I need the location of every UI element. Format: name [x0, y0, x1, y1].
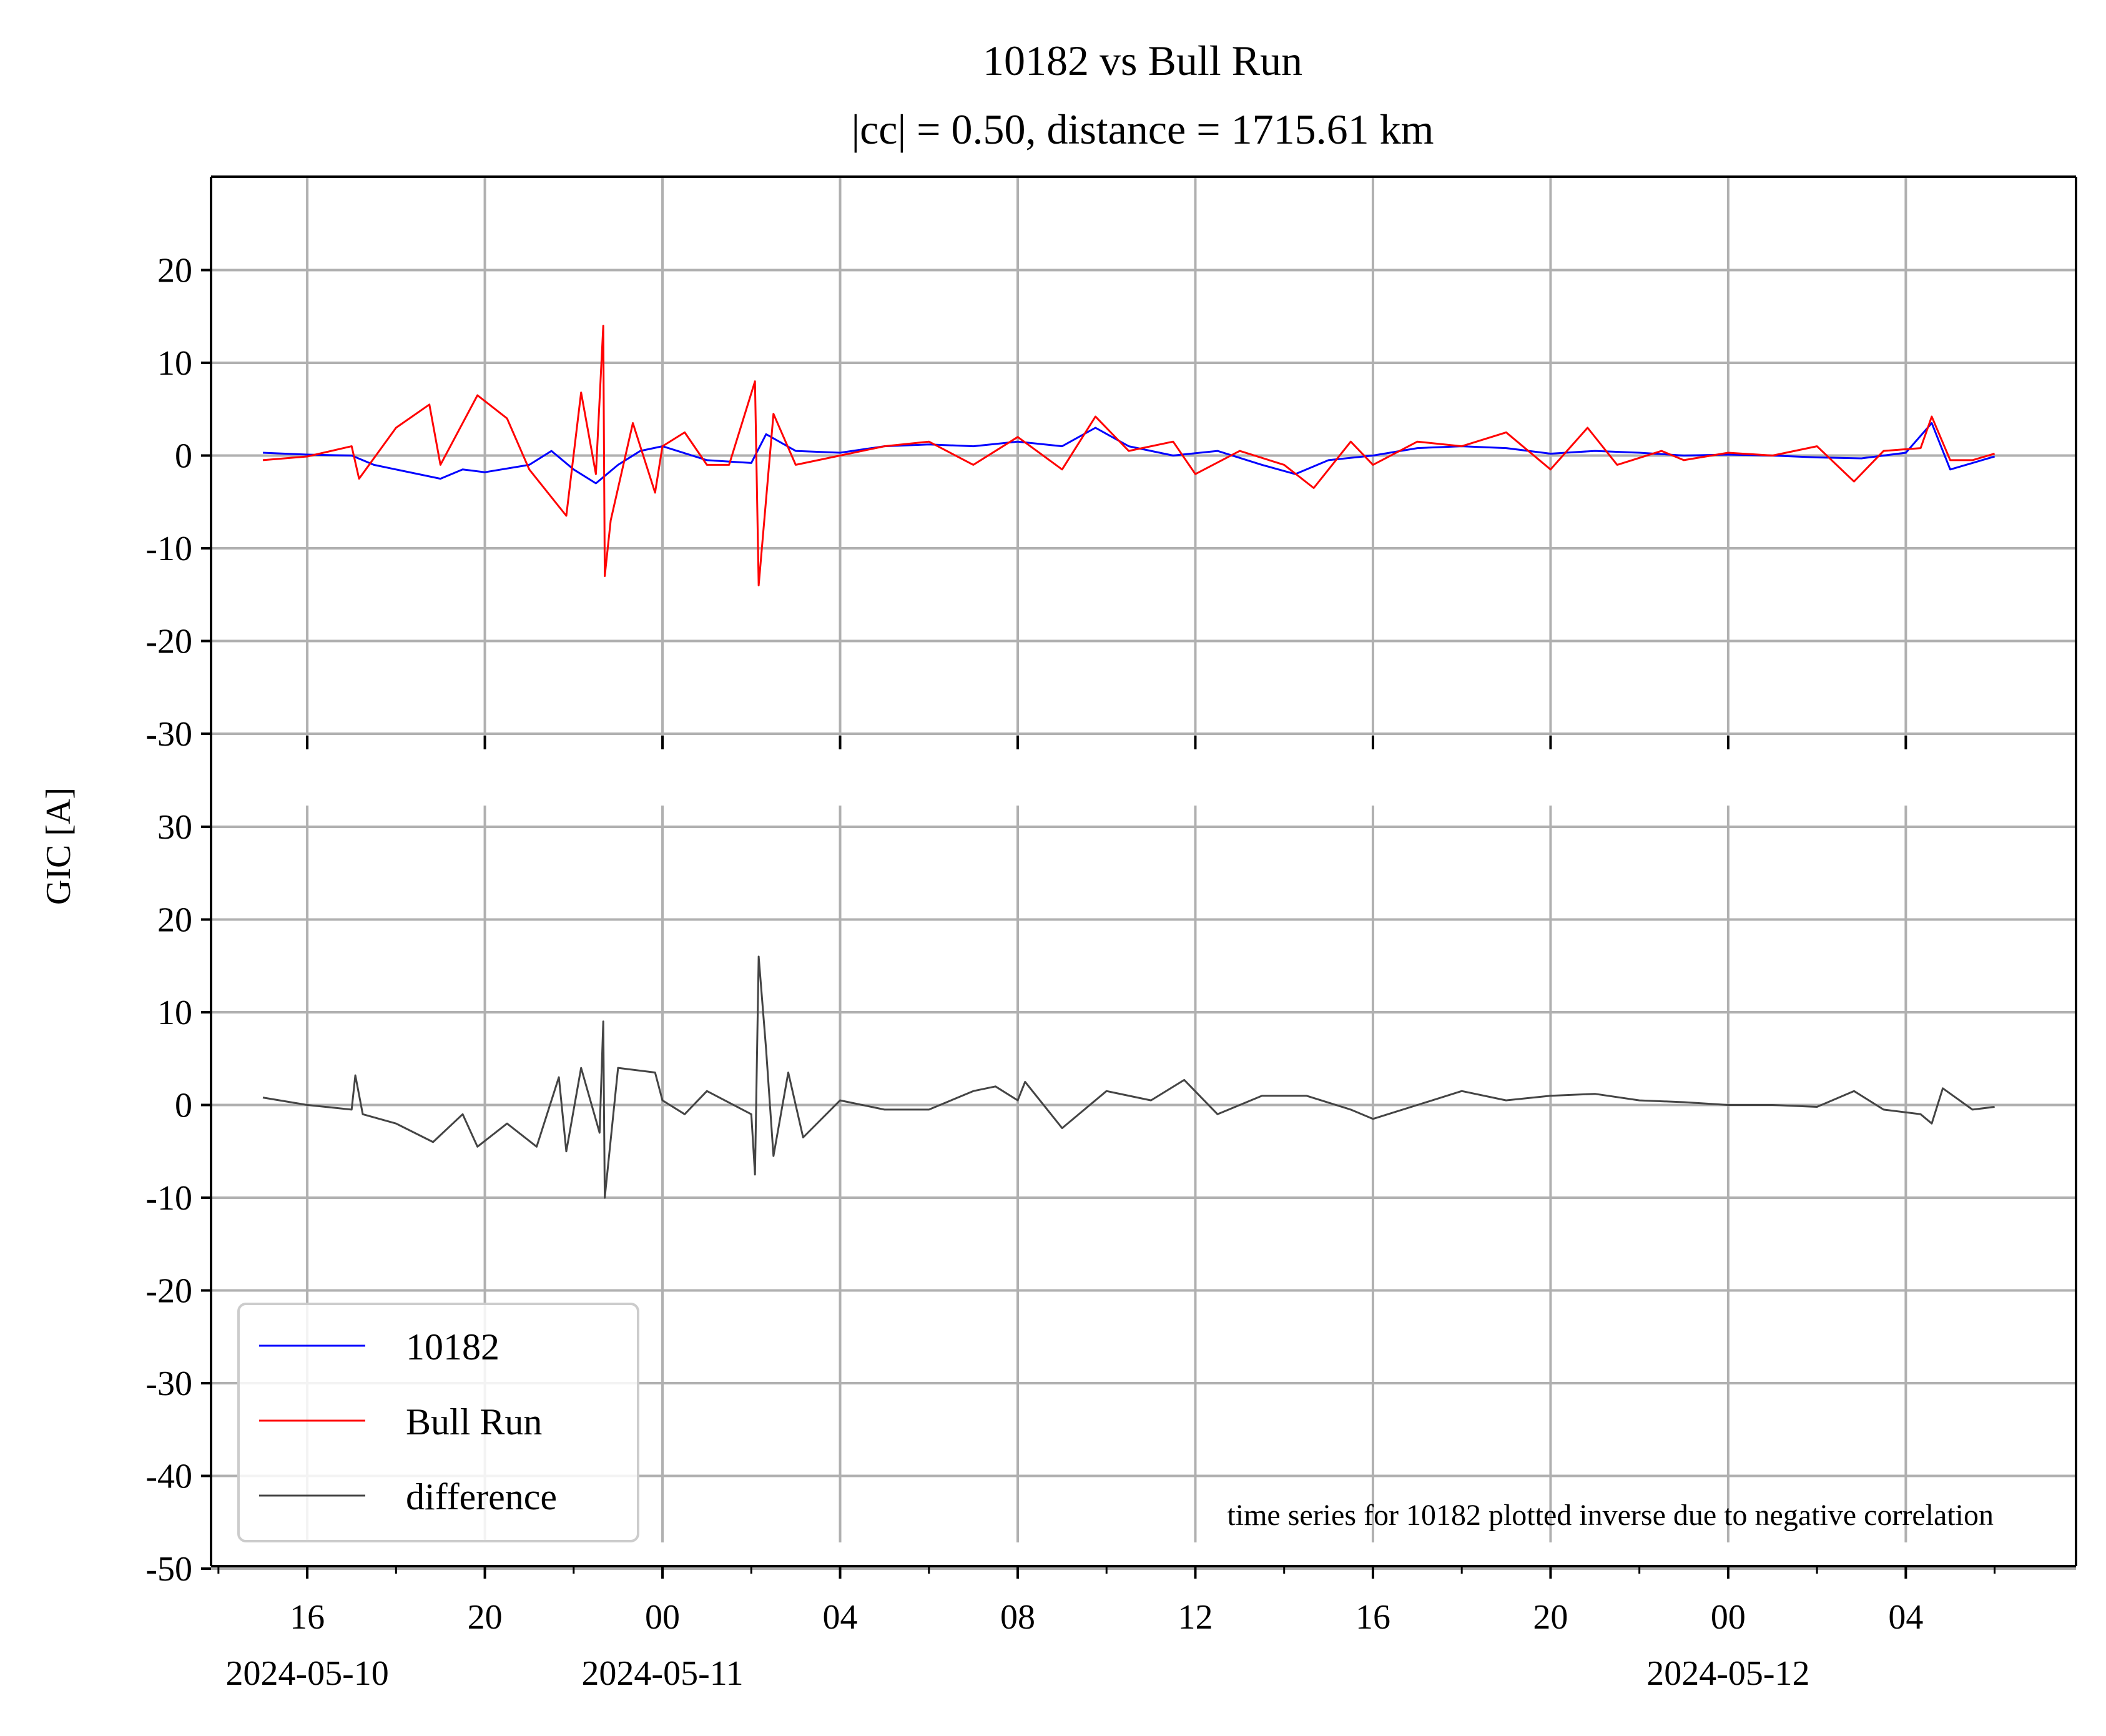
legend-box: [237, 1303, 639, 1542]
y-tick-label-1-0: -50: [145, 1550, 192, 1589]
y-tick-label-1-1: -40: [145, 1457, 192, 1496]
y-tick-label-1-5: 0: [175, 1087, 192, 1125]
legend-label-1: Bull Run: [406, 1401, 542, 1443]
y-tick-label-1-7: 20: [157, 901, 192, 940]
axes-frame: [210, 175, 2077, 1567]
y-tick-label-0-1: -20: [145, 623, 192, 661]
chart-subtitle: |cc| = 0.50, distance = 1715.61 km: [852, 106, 1434, 153]
x-tick-label-4: 08: [1000, 1598, 1035, 1637]
y-tick-label-0-3: 0: [175, 437, 192, 476]
x-tick-label-1: 20: [468, 1598, 503, 1637]
y-tick-label-1-6: 10: [157, 994, 192, 1032]
y-tick-label-0-4: 10: [157, 344, 192, 383]
x-axis-ticks: 16 2024-05-10 20 00 2024-05-11 04 08 12 16 20 00 20…: [217, 736, 1996, 1693]
legend: 10182 Bull Run difference: [237, 1303, 639, 1542]
top-panel-grid: [211, 177, 2076, 737]
y-axis-label: GIC [A]: [39, 787, 78, 905]
y-tick-label-1-8: 30: [157, 808, 192, 847]
x-tick-label-3: 04: [823, 1598, 858, 1637]
chart-title: 10182 vs Bull Run: [983, 37, 1302, 84]
x-tick-label-6: 16: [1356, 1598, 1390, 1637]
x-tick-label-7: 20: [1533, 1598, 1568, 1637]
legend-label-2: difference: [406, 1476, 557, 1517]
y-tick-label-1-3: -20: [145, 1272, 192, 1311]
x-tick-label-9: 04: [1888, 1598, 1923, 1637]
x-date-label-2: 2024-05-11: [581, 1654, 743, 1693]
bottom-panel-y-ticks: -50 -40 -30 -20 -10 0 10 20 30: [145, 808, 211, 1589]
y-tick-label-1-2: -30: [145, 1364, 192, 1403]
legend-label-0: 10182: [406, 1326, 499, 1368]
x-tick-label-8: 00: [1711, 1598, 1746, 1637]
y-tick-label-0-5: 20: [157, 252, 192, 290]
y-tick-label-0-0: -30: [145, 715, 192, 754]
top-panel-series: [262, 325, 1995, 586]
x-date-label-0: 2024-05-10: [225, 1654, 388, 1693]
x-tick-label-0: 16: [290, 1598, 325, 1637]
inverse-note: time series for 10182 plotted inverse du…: [1227, 1499, 1994, 1532]
x-tick-label-5: 12: [1178, 1598, 1213, 1637]
bottom-panel-series: [262, 955, 1995, 1199]
top-panel-y-ticks: -30 -20 -10 0 10 20: [145, 252, 211, 754]
y-tick-label-0-2: -10: [145, 530, 192, 568]
x-date-label-8: 2024-05-12: [1646, 1654, 1809, 1693]
x-tick-label-2: 00: [645, 1598, 680, 1637]
y-tick-label-1-4: -10: [145, 1179, 192, 1218]
series-line-difference: [262, 955, 1995, 1199]
